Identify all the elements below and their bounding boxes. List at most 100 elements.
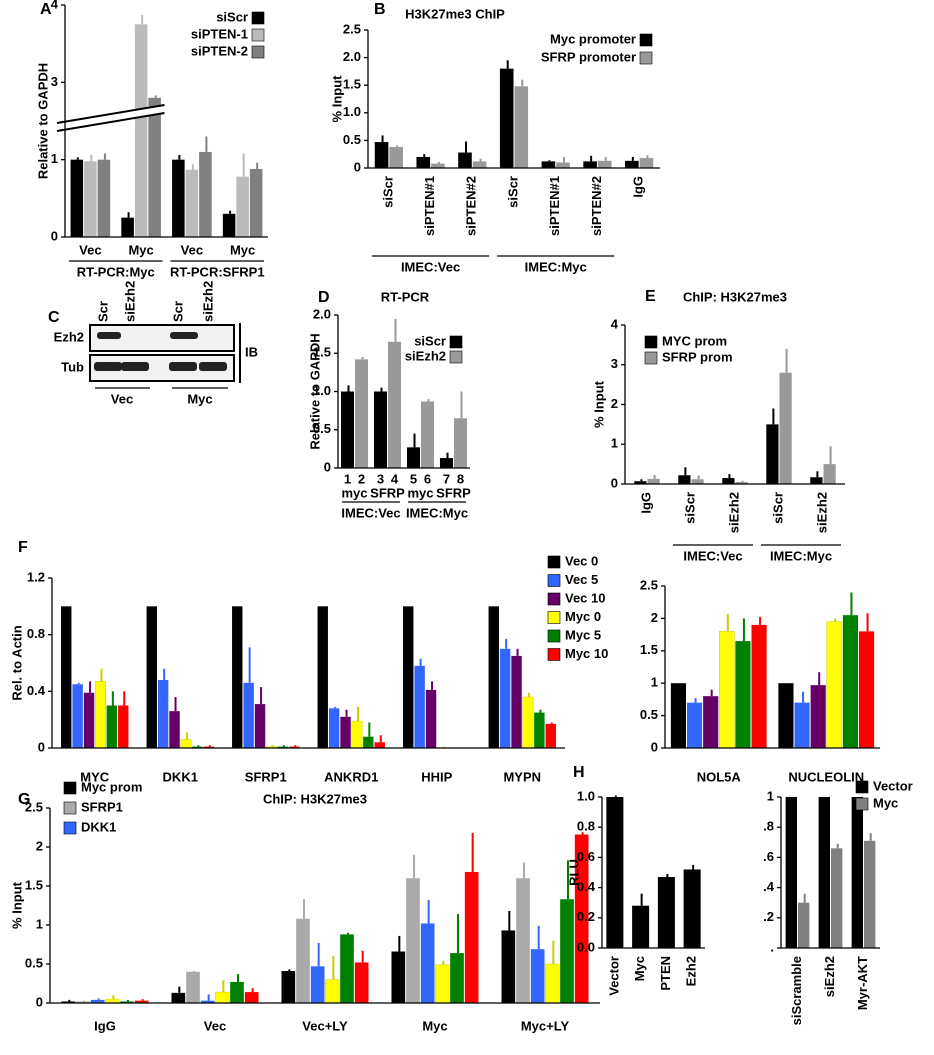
bar [425,689,437,748]
bar [556,162,570,168]
legend-label: SFRP prom [662,349,733,364]
legend-swatch [449,335,463,349]
legend-swatch [547,648,561,661]
legend-label: siScr [216,9,248,24]
x-tick-label: Vec [79,242,101,257]
legend-label: Vec 0 [565,553,598,568]
legend-swatch [63,821,77,835]
group-label: IMEC:Vec [401,259,460,274]
group-label: IMEC:Vec [341,505,400,520]
bar [134,1000,149,1003]
bar [90,999,105,1003]
y-tick-label: 1.5 [343,77,361,92]
y-tick-label: 4 [51,0,59,11]
y-axis-label: RLU [566,859,581,886]
band [94,362,122,371]
x-tick-label: siPTEN#1 [547,176,562,236]
x-tick-label: siScramble [789,956,804,1025]
bar [516,878,530,1003]
legend-label: siScr [414,333,446,348]
bar [458,152,472,168]
y-tick-label: 2 [651,610,658,625]
y-tick-label: 1.0 [343,104,361,119]
bar-label: 4 [391,471,399,486]
bar [340,934,354,1003]
x-tick-label: Ezh2 [684,956,699,986]
y-tick-label: 0 [611,475,618,490]
bar [222,213,236,237]
group-label: RT-PCR:Myc [77,264,155,279]
y-tick-label: 2.0 [313,306,331,321]
band [97,332,121,339]
bar [289,746,300,748]
y-tick-label: 0 [38,739,45,754]
bar [83,692,95,748]
bar [157,680,169,748]
bar [351,720,363,749]
bar [232,606,243,748]
bar [203,746,214,748]
bar [406,447,420,468]
legend-swatch [63,801,77,815]
legend-swatch [639,33,653,47]
bar-label: 1 [344,471,351,486]
bar [823,464,836,484]
x-tick-label: Vec [181,242,203,257]
bar [683,869,701,948]
bar [657,877,675,948]
legend-label: siEzh2 [405,348,446,363]
bar [244,992,259,1003]
bar [431,163,445,168]
y-tick-label: 0 [354,159,361,174]
legend-swatch [251,28,265,42]
bar-label: 3 [377,471,384,486]
bar [794,702,810,748]
bar [391,951,406,1003]
x-tick-label: SFRP [370,485,405,500]
bar [325,979,340,1004]
bar [148,97,161,237]
bar [678,475,691,484]
panel-label: C [48,309,60,326]
bar [414,665,425,748]
bar [180,739,192,749]
x-tick-label: Vec+LY [302,1018,348,1033]
bar [851,797,863,948]
legend-swatch [547,629,561,643]
bar [328,708,340,748]
break-mark [56,112,165,132]
y-tick-label: 2 [611,396,618,411]
y-tick-label: 2.5 [640,577,658,592]
bar [106,705,118,748]
y-tick-label: 0.5 [343,132,361,147]
chart-title: RT-PCR [381,289,430,304]
bar [818,797,830,948]
bar [514,86,529,168]
y-tick-label: 3 [611,356,618,371]
y-tick-label: 1 [51,151,58,166]
legend-label: Vector [873,778,913,793]
x-tick-label: PTEN [658,956,673,991]
band [199,362,227,371]
bar [597,160,612,168]
x-tick-label: siScr [505,176,520,208]
bar [199,151,212,237]
bar [450,953,464,1003]
panel-label: D [318,289,330,306]
bar [703,696,719,748]
x-tick-label: siEzh2 [814,492,829,533]
legend-label: Myc prom [81,779,142,794]
x-tick-label: siPTEN#2 [464,176,479,236]
axis-break [57,105,167,131]
bar [810,685,826,748]
bar [134,24,148,238]
band [121,362,149,371]
x-tick-label: Myc [128,242,153,257]
x-tick-label: Vec [204,1018,226,1033]
x-tick-label: myc [407,485,433,500]
bar [842,615,858,748]
bar [340,391,354,468]
y-tick-label: .8 [763,819,774,834]
bar [243,682,254,748]
legend-swatch [547,592,561,606]
